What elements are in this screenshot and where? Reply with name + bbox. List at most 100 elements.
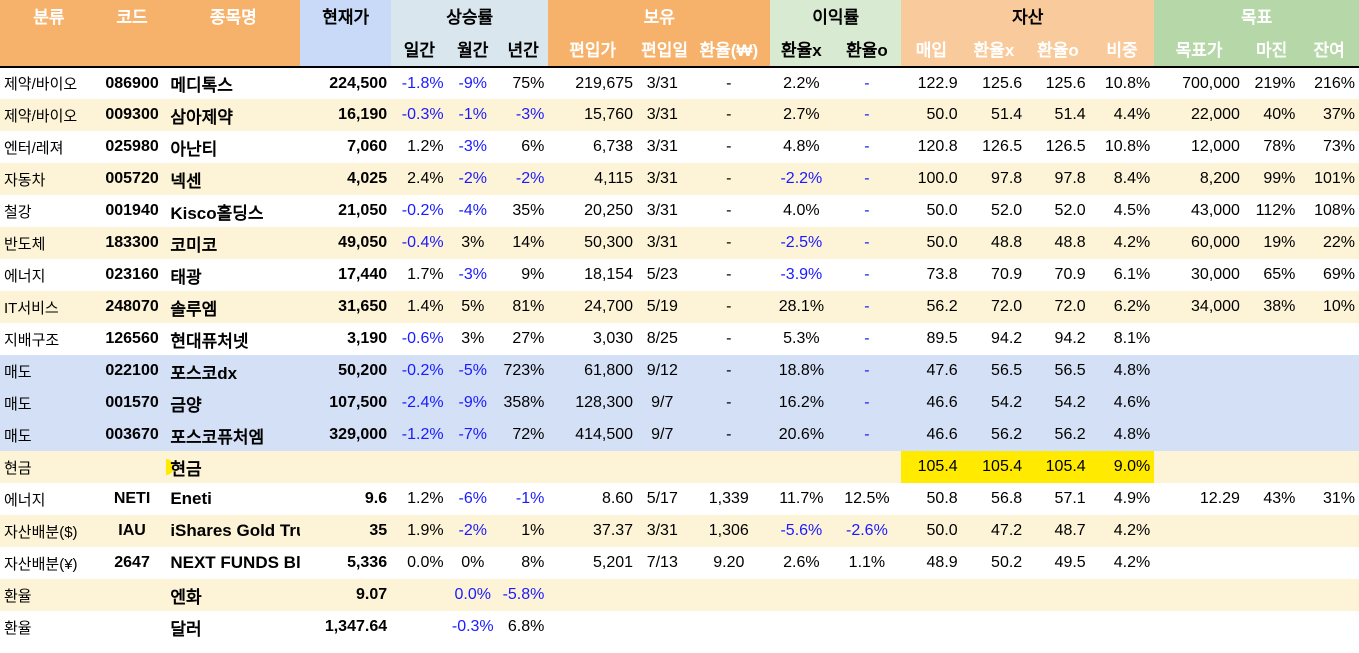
- header-buy-date[interactable]: 편입일: [637, 31, 688, 68]
- cell-price[interactable]: 1,347.64: [300, 611, 392, 643]
- cell-name[interactable]: 코미코: [166, 227, 301, 259]
- cell-purchase[interactable]: [901, 611, 962, 643]
- cell-fx-rate[interactable]: -: [687, 227, 771, 259]
- table-row[interactable]: 매도 001570 금양 107,500 -2.4% -9% 358% 128,300 9/7-…: [0, 387, 1359, 419]
- cell-name[interactable]: 현금: [166, 451, 301, 483]
- cell-purchase[interactable]: 48.9: [901, 547, 962, 579]
- cell-margin[interactable]: 219%: [1243, 67, 1300, 99]
- cell-price[interactable]: 9.6: [300, 483, 392, 515]
- cell-category[interactable]: 반도체: [0, 227, 98, 259]
- cell-target-price[interactable]: 34,000: [1154, 291, 1244, 323]
- cell-name[interactable]: iShares Gold Tru: [166, 515, 301, 547]
- table-row[interactable]: 환율 엔화 9.07 0.0% -5.8%: [0, 579, 1359, 611]
- cell-weight[interactable]: 4.4%: [1089, 99, 1155, 131]
- cell-fx-rate[interactable]: -: [687, 259, 771, 291]
- cell-target-price[interactable]: [1154, 547, 1244, 579]
- cell-remain[interactable]: 108%: [1299, 195, 1359, 227]
- cell-weight[interactable]: [1089, 611, 1155, 643]
- cell-asset-x[interactable]: 56.5: [961, 355, 1027, 387]
- cell-daily[interactable]: 1.7%: [391, 259, 448, 291]
- cell-weight[interactable]: 4.9%: [1089, 483, 1155, 515]
- cell-name[interactable]: 아난티: [166, 131, 301, 163]
- cell-remain[interactable]: [1299, 323, 1359, 355]
- cell-code[interactable]: 025980: [97, 131, 167, 163]
- cell-weight[interactable]: 4.8%: [1089, 355, 1155, 387]
- cell-buy-price[interactable]: 414,500: [548, 419, 638, 451]
- cell-weight[interactable]: 4.2%: [1089, 515, 1155, 547]
- cell-asset-x[interactable]: 125.6: [961, 67, 1027, 99]
- cell-category[interactable]: 매도: [0, 355, 98, 387]
- cell-asset-o[interactable]: 48.8: [1026, 227, 1090, 259]
- cell-fx-rate[interactable]: -: [687, 99, 771, 131]
- cell-price[interactable]: 49,050: [300, 227, 392, 259]
- cell-category[interactable]: 현금: [0, 451, 98, 483]
- cell-profit-o[interactable]: -: [832, 387, 902, 419]
- cell-daily[interactable]: -0.3%: [391, 99, 448, 131]
- cell-yearly[interactable]: -1%: [497, 483, 549, 515]
- cell-remain[interactable]: 101%: [1299, 163, 1359, 195]
- cell-weight[interactable]: 8.1%: [1089, 323, 1155, 355]
- cell-yearly[interactable]: 81%: [497, 291, 549, 323]
- cell-price[interactable]: 35: [300, 515, 392, 547]
- cell-purchase[interactable]: 47.6: [901, 355, 962, 387]
- cell-buy-price[interactable]: 4,115: [548, 163, 638, 195]
- cell-target-price[interactable]: [1154, 387, 1244, 419]
- cell-fx-rate[interactable]: -: [687, 195, 771, 227]
- cell-profit-o[interactable]: -: [832, 195, 902, 227]
- cell-daily[interactable]: -1.8%: [391, 67, 448, 99]
- cell-name[interactable]: 포스코dx: [166, 355, 301, 387]
- cell-buy-price[interactable]: 61,800: [548, 355, 638, 387]
- cell-fx-rate[interactable]: -: [687, 163, 771, 195]
- cell-asset-o[interactable]: 72.0: [1026, 291, 1090, 323]
- header-holding[interactable]: 보유: [548, 0, 771, 31]
- cell-target-price[interactable]: 12,000: [1154, 131, 1244, 163]
- cell-profit-x[interactable]: -5.6%: [770, 515, 833, 547]
- cell-weight[interactable]: 10.8%: [1089, 131, 1155, 163]
- cell-buy-price[interactable]: 219,675: [548, 67, 638, 99]
- cell-monthly[interactable]: -2%: [447, 163, 498, 195]
- header-code[interactable]: 코드: [97, 0, 167, 31]
- cell-category[interactable]: 지배구조: [0, 323, 98, 355]
- cell-buy-date[interactable]: 9/12: [637, 355, 688, 387]
- cell-monthly[interactable]: -0.3%: [447, 611, 498, 643]
- cell-target-price[interactable]: [1154, 579, 1244, 611]
- cell-buy-date[interactable]: 3/31: [637, 163, 688, 195]
- cell-buy-price[interactable]: 50,300: [548, 227, 638, 259]
- cell-code[interactable]: 023160: [97, 259, 167, 291]
- cell-asset-x[interactable]: 52.0: [961, 195, 1027, 227]
- cell-weight[interactable]: 4.2%: [1089, 547, 1155, 579]
- cell-buy-price[interactable]: [548, 611, 638, 643]
- cell-yearly[interactable]: 14%: [497, 227, 549, 259]
- cell-target-price[interactable]: [1154, 515, 1244, 547]
- cell-profit-x[interactable]: 16.2%: [770, 387, 833, 419]
- cell-monthly[interactable]: [447, 451, 498, 483]
- cell-asset-o[interactable]: 57.1: [1026, 483, 1090, 515]
- table-row[interactable]: 에너지 023160 태광 17,440 1.7% -3% 9% 18,154 5/23- -3.…: [0, 259, 1359, 291]
- cell-weight[interactable]: 10.8%: [1089, 67, 1155, 99]
- cell-category[interactable]: 매도: [0, 387, 98, 419]
- cell-profit-x[interactable]: 2.2%: [770, 67, 833, 99]
- cell-margin[interactable]: [1243, 611, 1300, 643]
- table-row[interactable]: 철강 001940 Kisco홀딩스 21,050 -0.2% -4% 35% 20,250 3…: [0, 195, 1359, 227]
- cell-price[interactable]: 3,190: [300, 323, 392, 355]
- cell-remain[interactable]: 31%: [1299, 483, 1359, 515]
- cell-fx-rate[interactable]: -: [687, 323, 771, 355]
- cell-yearly[interactable]: [497, 451, 549, 483]
- cell-fx-rate[interactable]: -: [687, 419, 771, 451]
- cell-price[interactable]: 50,200: [300, 355, 392, 387]
- table-row[interactable]: 자산배분(¥) 2647 NEXT FUNDS Bl 5,336 0.0% 0% 8% 5,2…: [0, 547, 1359, 579]
- cell-yearly[interactable]: 358%: [497, 387, 549, 419]
- cell-weight[interactable]: 8.4%: [1089, 163, 1155, 195]
- cell-profit-x[interactable]: [770, 611, 833, 643]
- cell-weight[interactable]: 6.2%: [1089, 291, 1155, 323]
- cell-price[interactable]: 5,336: [300, 547, 392, 579]
- cell-code[interactable]: NETI: [97, 483, 167, 515]
- cell-code[interactable]: 183300: [97, 227, 167, 259]
- header-margin[interactable]: 마진: [1243, 31, 1300, 68]
- cell-margin[interactable]: [1243, 419, 1300, 451]
- header-asset[interactable]: 자산: [901, 0, 1155, 31]
- cell-weight[interactable]: 9.0%: [1089, 451, 1155, 483]
- cell-profit-x[interactable]: [770, 579, 833, 611]
- cell-name[interactable]: Kisco홀딩스: [166, 195, 301, 227]
- cell-fx-rate[interactable]: -: [687, 131, 771, 163]
